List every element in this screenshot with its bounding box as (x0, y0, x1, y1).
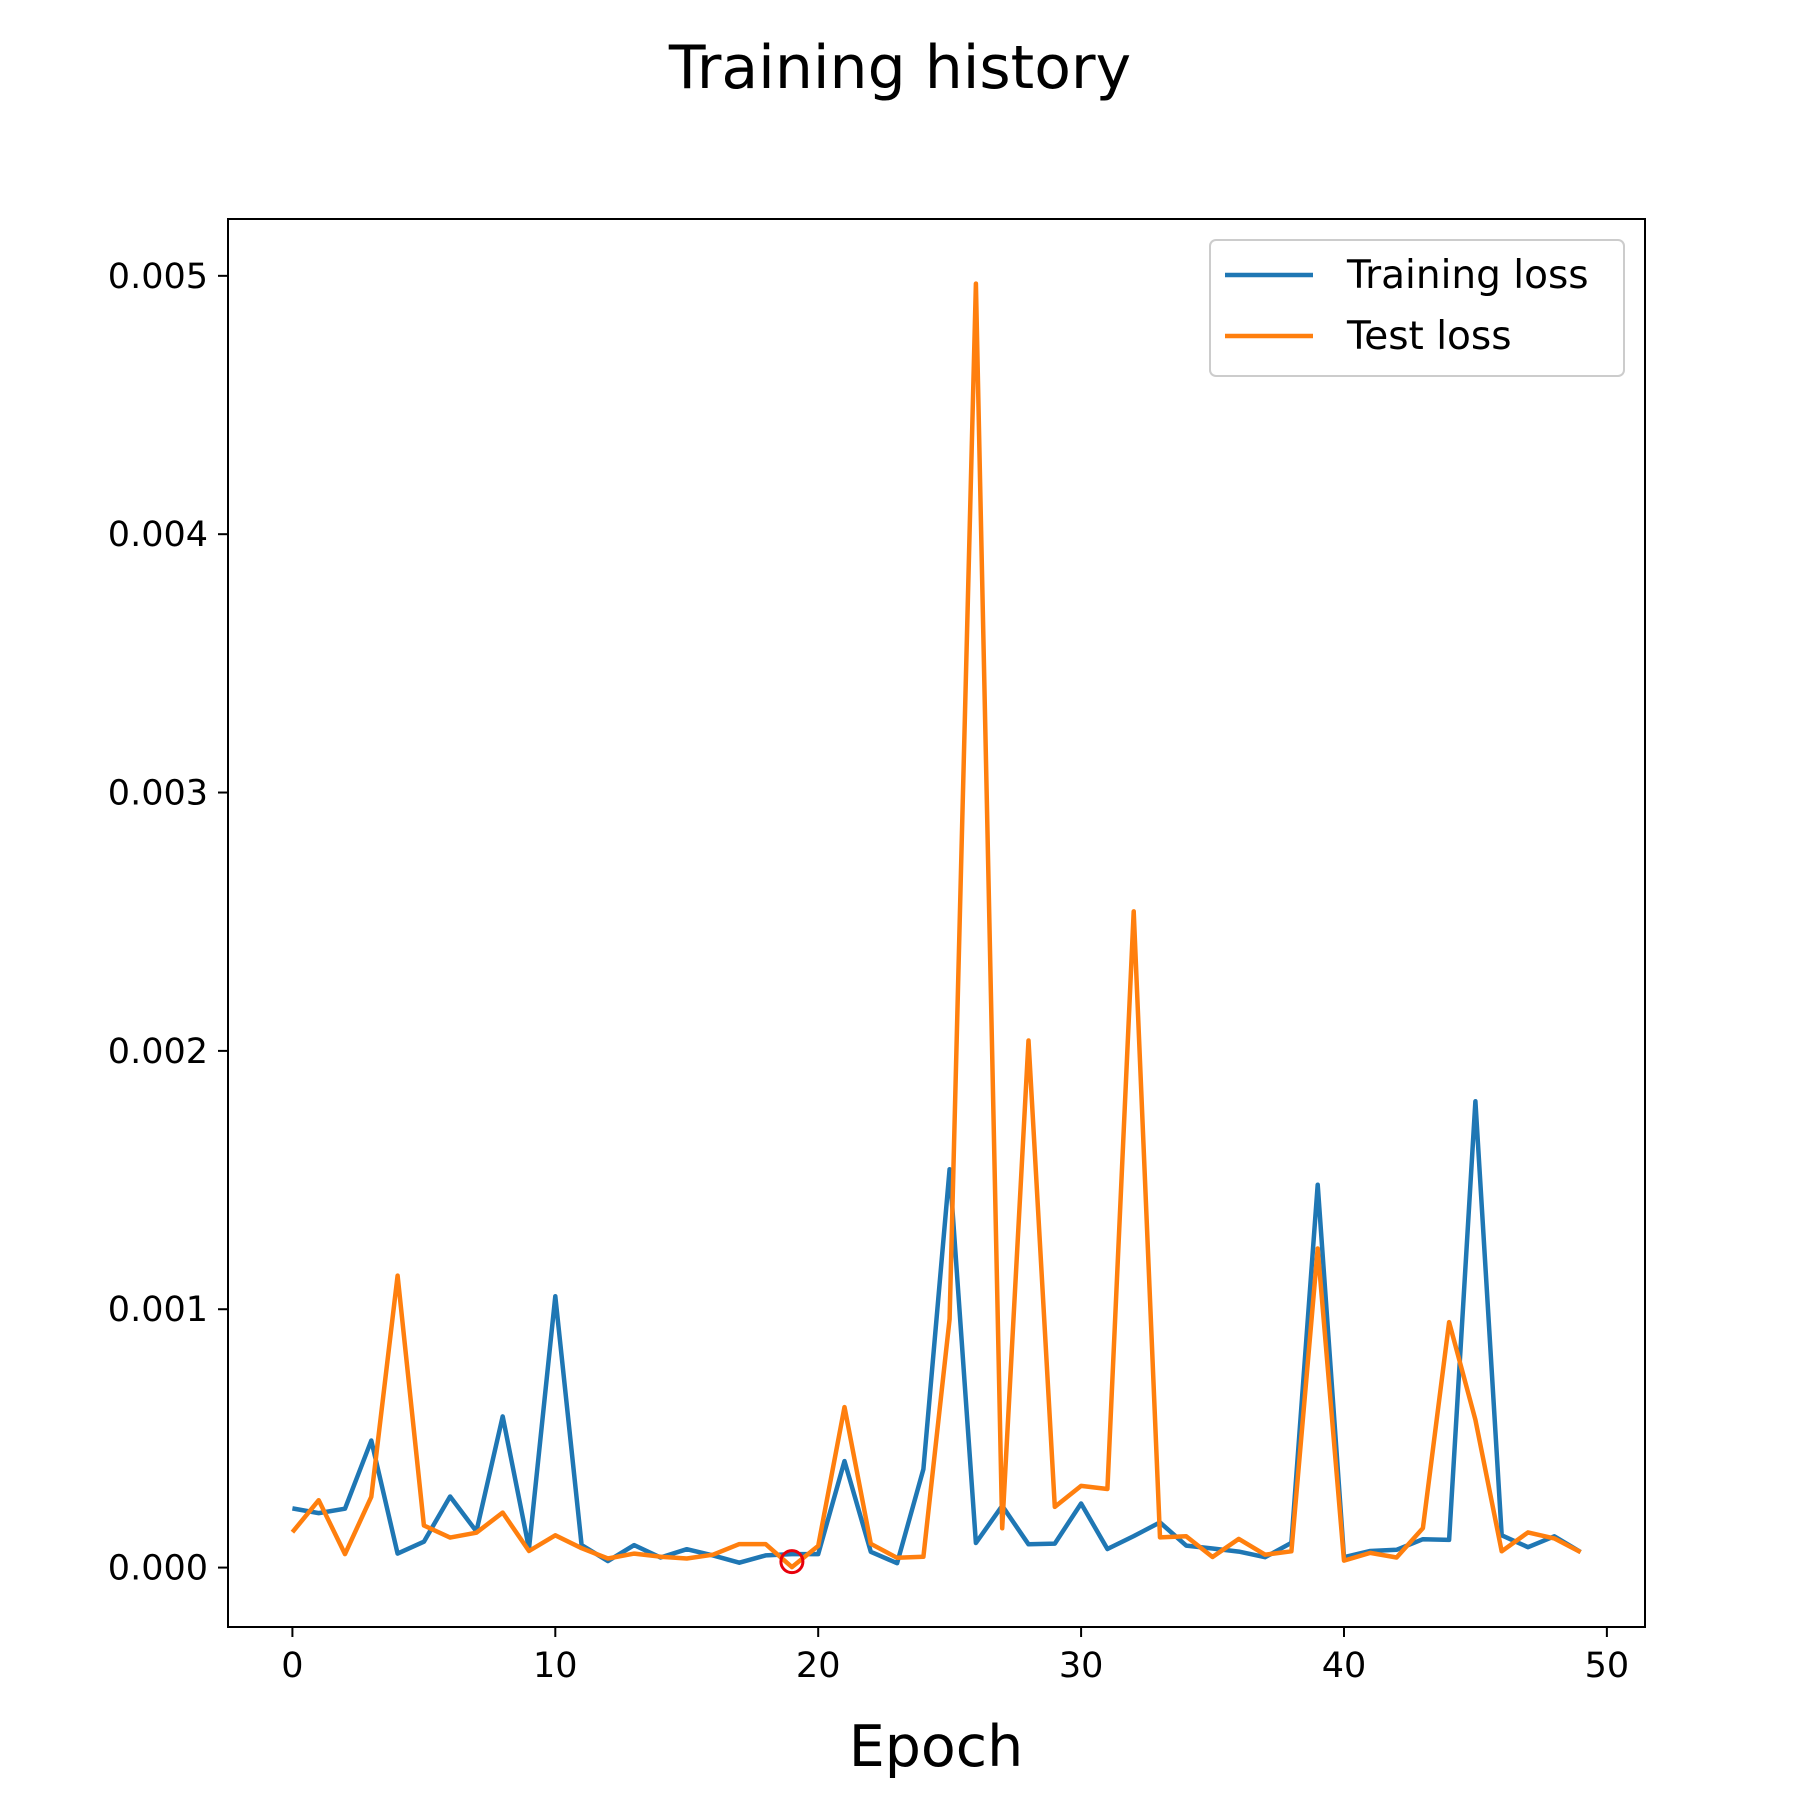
legend-label-training-loss: Training loss (1346, 253, 1589, 298)
series-line-test-loss (290, 281, 1582, 1570)
x-tick-label: 30 (1059, 1646, 1104, 1686)
x-tick-label: 50 (1585, 1646, 1630, 1686)
legend-box (1209, 239, 1625, 377)
y-tick-label: 0.001 (108, 1290, 208, 1330)
series-lines (290, 281, 1582, 1570)
annotations (779, 1549, 805, 1575)
y-axis-ticks: 0.000 0.001 0.002 0.003 0.004 0.005 (108, 257, 228, 1589)
y-tick-label: 0.002 (108, 1032, 208, 1072)
y-tick-label: 0.003 (108, 774, 208, 814)
x-axis-label: Epoch (849, 1714, 1024, 1780)
x-tick-label: 20 (796, 1646, 841, 1686)
x-tick-label: 40 (1322, 1646, 1367, 1686)
y-tick-label: 0.004 (108, 515, 208, 555)
y-tick-label: 0.005 (108, 257, 208, 297)
legend: Training loss Test loss (1209, 239, 1625, 377)
x-tick-label: 0 (281, 1646, 303, 1686)
x-axis-ticks: 0 10 20 30 40 50 (281, 1627, 1629, 1686)
x-tick-label: 10 (533, 1646, 578, 1686)
legend-label-test-loss: Test loss (1346, 314, 1512, 359)
y-tick-label: 0.000 (108, 1549, 208, 1589)
best-epoch-marker (779, 1549, 805, 1575)
plot-area (228, 219, 1645, 1627)
chart-title: Training history (668, 33, 1131, 103)
plot-frame (227, 218, 1646, 1628)
